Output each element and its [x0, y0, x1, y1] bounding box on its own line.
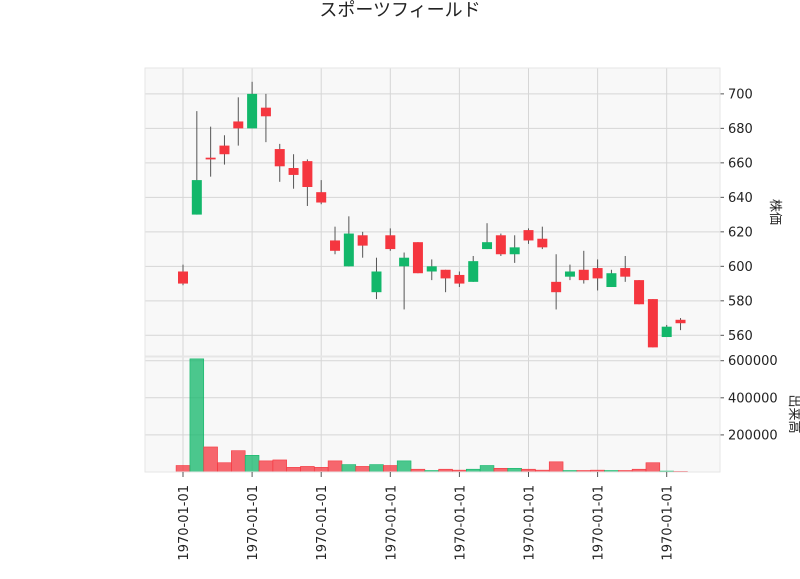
candle-body-down [523, 230, 534, 241]
candle-body-up [661, 326, 672, 338]
price-tick-label: 660 [728, 156, 753, 171]
x-tick-label: 1970-01-01 [177, 485, 192, 561]
candle-body-down [620, 268, 631, 277]
volume-bar-up [369, 464, 384, 473]
candle-body-up [343, 233, 354, 267]
candle-body-up [468, 261, 479, 282]
x-tick-label: 1970-01-01 [592, 485, 607, 561]
volume-bar-down [258, 460, 274, 473]
candle-body-down [634, 280, 645, 305]
price-tick-label: 700 [728, 87, 753, 102]
candle-body-down [316, 192, 327, 203]
volume-bar-down [645, 462, 661, 473]
candle-body-down [578, 269, 589, 281]
price-tick-label: 680 [728, 122, 753, 137]
price-tick-label: 640 [728, 191, 753, 206]
candle-body-up [426, 266, 437, 272]
candle-body-down [288, 168, 299, 175]
candle-body-down [205, 157, 216, 160]
x-tick-label: 1970-01-01 [384, 485, 399, 561]
x-axis: 1970-01-01 1970-01-01 1970-01-01 1970-01-01… [177, 472, 676, 561]
candle-body-down [495, 235, 506, 255]
x-tick-label: 1970-01-01 [523, 485, 538, 561]
candle-body-up [509, 247, 520, 255]
volume-bar-down [286, 467, 301, 473]
price-tick-label: 620 [728, 225, 753, 240]
price-tick-label: 560 [728, 329, 753, 344]
price-tick-label: 600 [728, 260, 753, 275]
volume-bar-down [217, 462, 232, 473]
price-panel-background [145, 68, 720, 356]
candle-body-down [274, 149, 285, 167]
volume-bar-up [479, 465, 495, 473]
candle-body-up [606, 273, 617, 288]
volume-bar-up [507, 467, 522, 473]
x-tick-label: 1970-01-01 [315, 485, 330, 561]
candle-body-down [592, 268, 603, 279]
candle-body-up [564, 271, 575, 277]
candle-body-down [178, 271, 188, 284]
candle-body-down [440, 269, 451, 279]
volume-bar-up [341, 464, 357, 473]
candle-body-up [371, 271, 382, 293]
volume-axis-label: 出来高 [786, 394, 800, 433]
x-tick-label: 1970-01-01 [661, 485, 676, 561]
volume-bar-down [313, 467, 329, 473]
volume-bar-down [383, 465, 398, 473]
candle-body-up [191, 180, 202, 215]
volume-bar-down [175, 465, 191, 473]
volume-panel: 200000 400000 600000 [144, 354, 778, 473]
candle-body-up [482, 242, 493, 250]
volume-bar-up [189, 358, 205, 473]
price-panel: 560 580 600 620 640 660 680 700 [144, 67, 753, 357]
volume-bar-up [244, 455, 260, 473]
volume-bar-down [231, 450, 246, 473]
chart-title: スポーツフィールド [319, 0, 480, 21]
candle-body-down [647, 299, 658, 348]
volume-bar-down [272, 459, 287, 473]
volume-bar-up [396, 460, 412, 473]
volume-bar-down [548, 461, 564, 473]
volume-bar-down [355, 466, 370, 473]
candle-body-up [399, 257, 410, 267]
volume-tick-label: 600000 [728, 354, 778, 369]
volume-bar-down [300, 466, 315, 473]
price-panel-border [144, 67, 721, 357]
candle-body-down [537, 238, 548, 248]
volume-tick-label: 200000 [728, 428, 778, 443]
candle-body-down [385, 235, 396, 250]
candle-body-down [675, 319, 686, 324]
x-tick-label: 1970-01-01 [453, 485, 468, 561]
candle-body-down [233, 121, 244, 129]
candle-body-up [247, 93, 258, 129]
candle-body-down [357, 235, 368, 246]
candle-body-down [330, 240, 341, 251]
candle-body-down [454, 274, 465, 284]
price-axis-label: 株価 [767, 199, 782, 225]
price-tick-label: 580 [728, 294, 753, 309]
candle-body-down [551, 281, 562, 293]
candle-body-down [219, 145, 230, 155]
candle-body-down [412, 242, 423, 274]
volume-tick-label: 400000 [728, 391, 778, 406]
volume-bar-down [493, 467, 509, 473]
candle-body-down [260, 107, 271, 117]
volume-bar-down [203, 446, 218, 473]
candle-body-down [302, 161, 313, 187]
volume-panel-border [144, 356, 721, 473]
x-tick-label: 1970-01-01 [246, 485, 261, 561]
volume-bar-down [327, 460, 343, 473]
